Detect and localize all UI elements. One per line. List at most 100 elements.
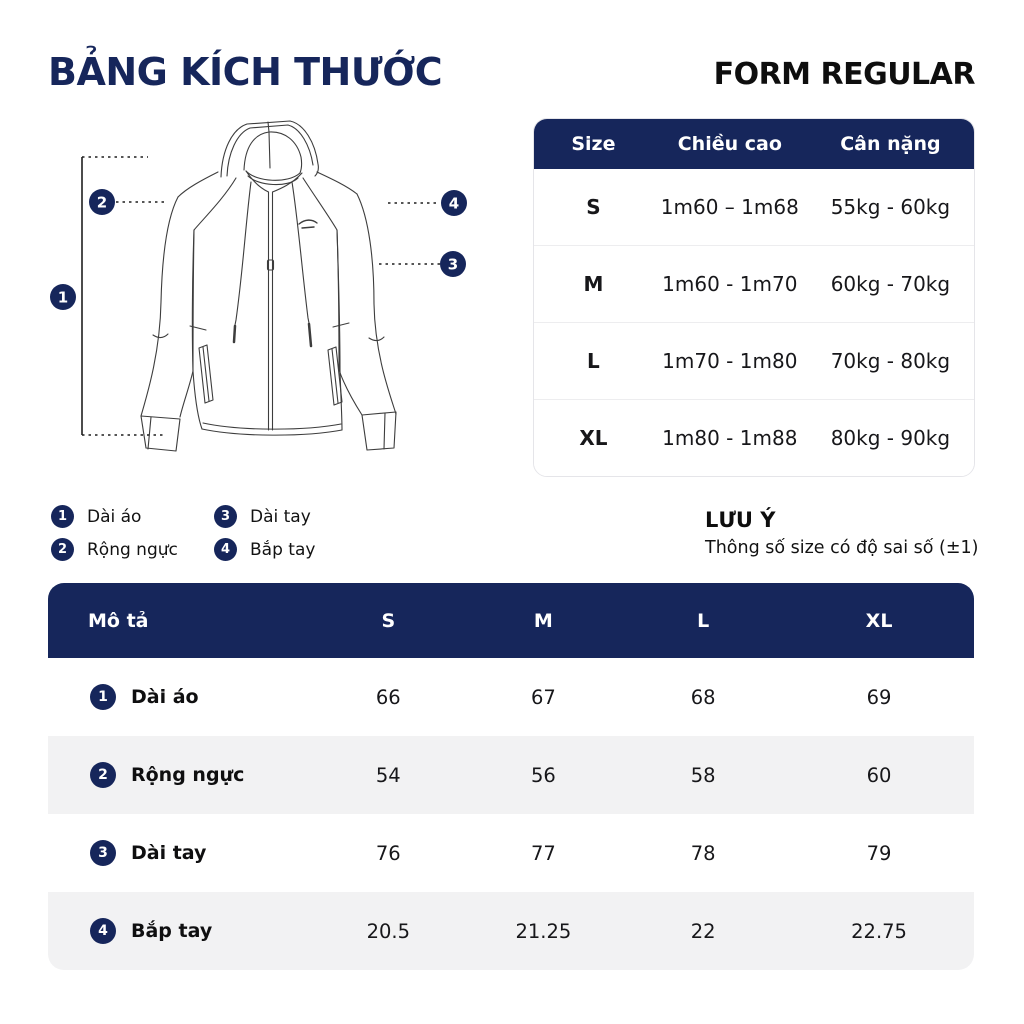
- callout-number-1: 1: [58, 289, 68, 307]
- value-l: 68: [690, 685, 716, 709]
- note-title: LƯU Ý: [705, 508, 776, 532]
- height-cell: 1m80 - 1m88: [662, 426, 798, 450]
- drawstring-right: [291, 181, 310, 324]
- row-number-badge: 4: [90, 918, 116, 944]
- row-number-badge: 1: [90, 684, 116, 710]
- jacket-figure: 1 2 4 3: [40, 120, 520, 490]
- body-side-right: [336, 229, 343, 431]
- legend-label: Dài tay: [250, 506, 311, 527]
- page-title: BẢNG KÍCH THƯỚC: [48, 50, 443, 94]
- row-header: 1 Dài áo: [48, 684, 312, 710]
- row-header: 4 Bắp tay: [48, 918, 312, 944]
- measurement-table: Mô tả S M L XL 1 Dài áo 66 67 68 69 2 Rộ…: [48, 583, 974, 970]
- elbow-crease-left: [152, 333, 169, 339]
- value-l: 58: [690, 763, 716, 787]
- legend-label: Bắp tay: [250, 539, 316, 560]
- measure-row-bap-tay: 4 Bắp tay 20.5 21.25 22 22.75: [48, 892, 974, 970]
- measurement-legend: 1 Dài áo 3 Dài tay 2 Rộng ngực 4 Bắp tay: [51, 505, 315, 561]
- row-label: Dài tay: [131, 842, 207, 864]
- weight-cell: 60kg - 70kg: [830, 272, 951, 296]
- row-number-badge: 2: [90, 762, 116, 788]
- sleeve-left-outer: [140, 196, 179, 417]
- callout-number-4: 4: [449, 195, 459, 213]
- callout-circle-1: [50, 284, 76, 310]
- value-s: 20.5: [366, 919, 410, 943]
- legend-label: Dài áo: [87, 506, 142, 527]
- hood-outline: [220, 120, 319, 178]
- row-number-badge: 3: [90, 840, 116, 866]
- height-cell: 1m70 - 1m80: [662, 349, 798, 373]
- form-regular-label: FORM REGULAR: [713, 57, 976, 92]
- pocket-right: [327, 346, 343, 406]
- value-xl: 22.75: [851, 919, 907, 943]
- callout-circle-4: [441, 190, 467, 216]
- drawstring-right-aglet: [307, 322, 313, 348]
- value-s: 66: [375, 685, 401, 709]
- value-m: 77: [530, 841, 556, 865]
- cuff-right-seam: [383, 412, 386, 450]
- measure-row-dai-tay: 3 Dài tay 76 77 78 79: [48, 814, 974, 892]
- row-label: Rộng ngực: [131, 764, 245, 786]
- weight-cell: 55kg - 60kg: [830, 195, 951, 219]
- height-weight-table: Size Chiều cao Cân nặng S 1m60 – 1m68 55…: [533, 118, 975, 477]
- measure-row-rong-nguc: 2 Rộng ngực 54 56 58 60: [48, 736, 974, 814]
- column-header-s: S: [381, 609, 396, 632]
- measure-row-dai-ao: 1 Dài áo 66 67 68 69: [48, 658, 974, 736]
- legend-item-dai-tay: 3 Dài tay: [214, 505, 315, 528]
- column-header-l: L: [697, 609, 710, 632]
- hood-center-seam: [268, 131, 271, 169]
- side-panel-seam-left: [189, 325, 207, 331]
- height-cell: 1m60 – 1m68: [660, 195, 799, 219]
- sleeve-right-outer: [356, 193, 397, 415]
- hood-top-seam: [267, 121, 270, 133]
- jacket-illustration-svg: 1 2 4 3: [50, 120, 467, 452]
- raglan-seam-left: [193, 177, 237, 231]
- callout-circle-2: [89, 189, 115, 215]
- drawstring-left: [234, 181, 252, 326]
- note-block: LƯU Ý Thông số size có độ sai số (±1): [705, 508, 985, 558]
- value-m: 67: [530, 685, 556, 709]
- column-header-height: Chiều cao: [677, 133, 782, 155]
- figure-callouts: 1 2 4 3: [50, 189, 467, 310]
- drawstring-left-aglet: [232, 324, 237, 344]
- callout-number-3: 3: [448, 256, 458, 274]
- size-cell: M: [583, 272, 604, 296]
- legend-number-badge: 1: [51, 505, 74, 528]
- cuff-left-seam: [147, 416, 152, 450]
- measurement-table-header: Mô tả S M L XL: [48, 583, 974, 658]
- size-row-l: L 1m70 - 1m80 70kg - 80kg: [534, 322, 974, 399]
- pocket-right-inner: [331, 348, 339, 404]
- value-xl: 69: [866, 685, 892, 709]
- row-label: Bắp tay: [131, 920, 213, 942]
- legend-number-badge: 3: [214, 505, 237, 528]
- value-m: 56: [530, 763, 556, 787]
- value-s: 76: [375, 841, 401, 865]
- column-header-description: Mô tả: [88, 609, 149, 632]
- sleeve-left-inner: [179, 229, 195, 418]
- legend-item-dai-ao: 1 Dài áo: [51, 505, 214, 528]
- cuff-left: [140, 415, 181, 452]
- row-header: 2 Rộng ngực: [48, 762, 312, 788]
- height-cell: 1m60 - 1m70: [662, 272, 798, 296]
- column-header-xl: XL: [865, 609, 893, 632]
- callout-number-2: 2: [97, 194, 107, 212]
- hem-line: [201, 428, 343, 436]
- value-xl: 79: [866, 841, 892, 865]
- shoulder-left: [177, 171, 219, 198]
- body-side-left: [192, 229, 203, 430]
- column-header-weight: Cân nặng: [840, 133, 941, 155]
- legend-number-badge: 4: [214, 538, 237, 561]
- size-row-s: S 1m60 – 1m68 55kg - 60kg: [534, 169, 974, 245]
- weight-cell: 70kg - 80kg: [830, 349, 951, 373]
- collar-edge-left: [245, 170, 270, 193]
- dimension-lines: [81, 156, 440, 436]
- height-weight-table-header: Size Chiều cao Cân nặng: [534, 119, 974, 169]
- cuff-right: [361, 411, 397, 451]
- side-panel-seam-right: [332, 322, 350, 328]
- size-row-xl: XL 1m80 - 1m88 80kg - 90kg: [534, 399, 974, 476]
- legend-label: Rộng ngực: [87, 539, 178, 560]
- note-text: Thông số size có độ sai số (±1): [705, 538, 979, 558]
- value-xl: 60: [866, 763, 892, 787]
- raglan-seam-right: [302, 177, 338, 231]
